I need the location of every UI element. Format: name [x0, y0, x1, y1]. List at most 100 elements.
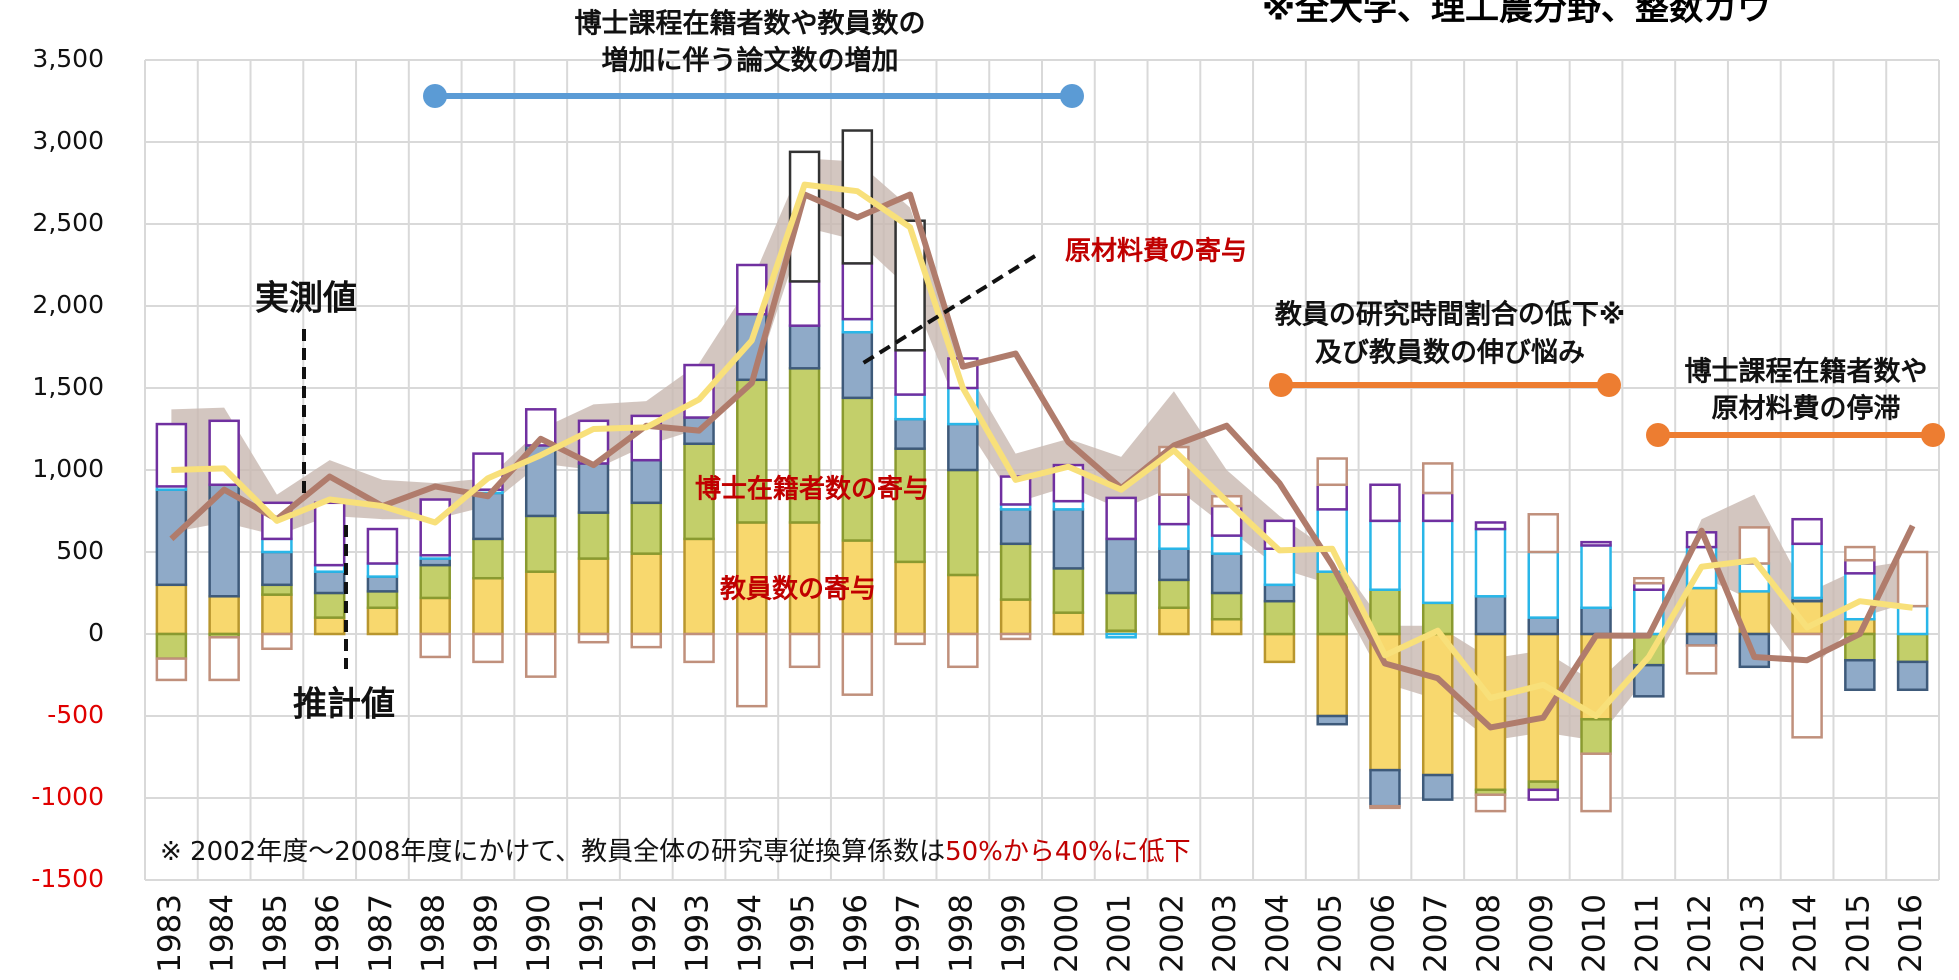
bar-segment [894, 560, 926, 636]
period-dot [1269, 373, 1293, 397]
bar-segment [1474, 595, 1507, 636]
bar-segment [1105, 591, 1137, 632]
bar-segment [155, 422, 188, 488]
bar-segment [736, 521, 768, 636]
bar-segment [1369, 768, 1401, 808]
x-tick-label: 1997 [891, 894, 927, 973]
materials-label: 原材料費の寄与 [1065, 236, 1247, 267]
bar-segment [366, 527, 399, 565]
bar-segment [313, 501, 346, 567]
bar-segment [788, 280, 821, 327]
bar-segment [577, 632, 610, 644]
bar-segment [788, 324, 821, 370]
bar-segment [1421, 773, 1454, 801]
bar-segment [1316, 714, 1348, 726]
bar-segment [630, 552, 663, 636]
bar-segment [419, 596, 451, 636]
bar-segment [1263, 632, 1296, 664]
period-label: 教員の研究時間割合の低下※ [1275, 299, 1625, 331]
bar-segment [894, 219, 926, 352]
bar-segment [1474, 632, 1507, 792]
bar-segment [261, 550, 293, 587]
bar-segment [419, 563, 451, 600]
x-tick-label: 1984 [205, 894, 241, 973]
y-tick-label: 500 [56, 536, 104, 565]
bar-segment [1052, 611, 1085, 636]
bar-segment [1158, 522, 1190, 550]
bar-segment [1527, 513, 1560, 554]
x-tick-label: 1983 [152, 894, 188, 973]
bar-segment [1421, 491, 1454, 523]
bar-segment [1421, 519, 1454, 605]
x-tick-label: 2000 [1049, 894, 1085, 973]
bar-segment [1474, 527, 1507, 598]
y-tick-label: 2,000 [32, 290, 104, 319]
period-dot [423, 84, 447, 108]
period-label: 博士課程在籍者数や [1685, 356, 1928, 388]
bar-segment [524, 570, 557, 636]
bar-segment [155, 632, 188, 660]
bar-segment [1844, 545, 1876, 562]
bar-segment [999, 632, 1032, 641]
x-tick-label: 1991 [574, 894, 610, 973]
bar-segment [1158, 606, 1190, 636]
period-dot [1921, 423, 1945, 447]
bar-segment [261, 632, 293, 651]
bar-segment [894, 393, 926, 421]
bar-segment [1263, 583, 1296, 603]
bar-segment [947, 468, 979, 577]
bar-segment [1896, 632, 1929, 664]
bar-segment [1316, 457, 1348, 487]
bar-segment [1527, 616, 1560, 636]
bar-segment [366, 562, 399, 578]
bar-segment [1158, 547, 1190, 582]
y-tick-label: -1000 [31, 782, 104, 811]
bar-segment [472, 491, 504, 541]
bar-segment [1052, 508, 1085, 570]
x-tick-label: 2003 [1207, 894, 1243, 973]
y-tick-label: -500 [47, 700, 104, 729]
bar-segment [313, 570, 346, 595]
bar-segment [1210, 591, 1243, 621]
bar-segment [472, 632, 504, 664]
line [171, 181, 1913, 719]
bar-segment [894, 447, 926, 564]
x-tick-label: 2010 [1577, 894, 1613, 973]
bar-segment [894, 349, 926, 396]
bar-segment [1105, 537, 1137, 595]
bar-segment [630, 501, 663, 555]
period-dot [1646, 423, 1670, 447]
x-tick-label: 1996 [838, 894, 874, 973]
bar-segment [1158, 493, 1190, 526]
bar-segment [472, 576, 504, 636]
measured-label: 実測値 [255, 279, 357, 319]
bar-segment [155, 583, 188, 636]
bar-segment [1580, 718, 1612, 755]
bar-segment [683, 442, 715, 541]
bar-segment [1263, 599, 1296, 636]
bar-segment [1210, 617, 1243, 636]
bar-segment [841, 330, 874, 400]
bar-segment [841, 317, 874, 334]
bar-segment [841, 396, 874, 542]
bar-segment [894, 417, 926, 450]
bar-segment [313, 591, 346, 619]
bar-segment [1474, 521, 1507, 531]
x-tick-label: 2016 [1893, 894, 1929, 973]
x-tick-label: 1998 [943, 894, 979, 973]
bar-segment [1791, 542, 1823, 600]
bar-segment [1052, 567, 1085, 614]
plot: 1983 1984 1985 1986 1987 1988 1989 1990 1991 1992… [152, 129, 1929, 973]
bar-segment [1316, 632, 1348, 718]
x-tick-label: 1988 [416, 894, 452, 973]
bar-segment [1105, 496, 1137, 541]
corner-note: ※全大学、理工農分野、整数カウ [1262, 0, 1771, 29]
bar-segment [366, 606, 399, 636]
bar-segment [1791, 632, 1823, 739]
bar-segment [1527, 632, 1560, 783]
x-tick-label: 2012 [1682, 894, 1718, 973]
x-tick-label: 2007 [1418, 894, 1454, 973]
x-tick-label: 1989 [468, 894, 504, 973]
bar-segment [630, 632, 663, 649]
doctoral-label: 博士在籍者数の寄与 [695, 474, 929, 505]
